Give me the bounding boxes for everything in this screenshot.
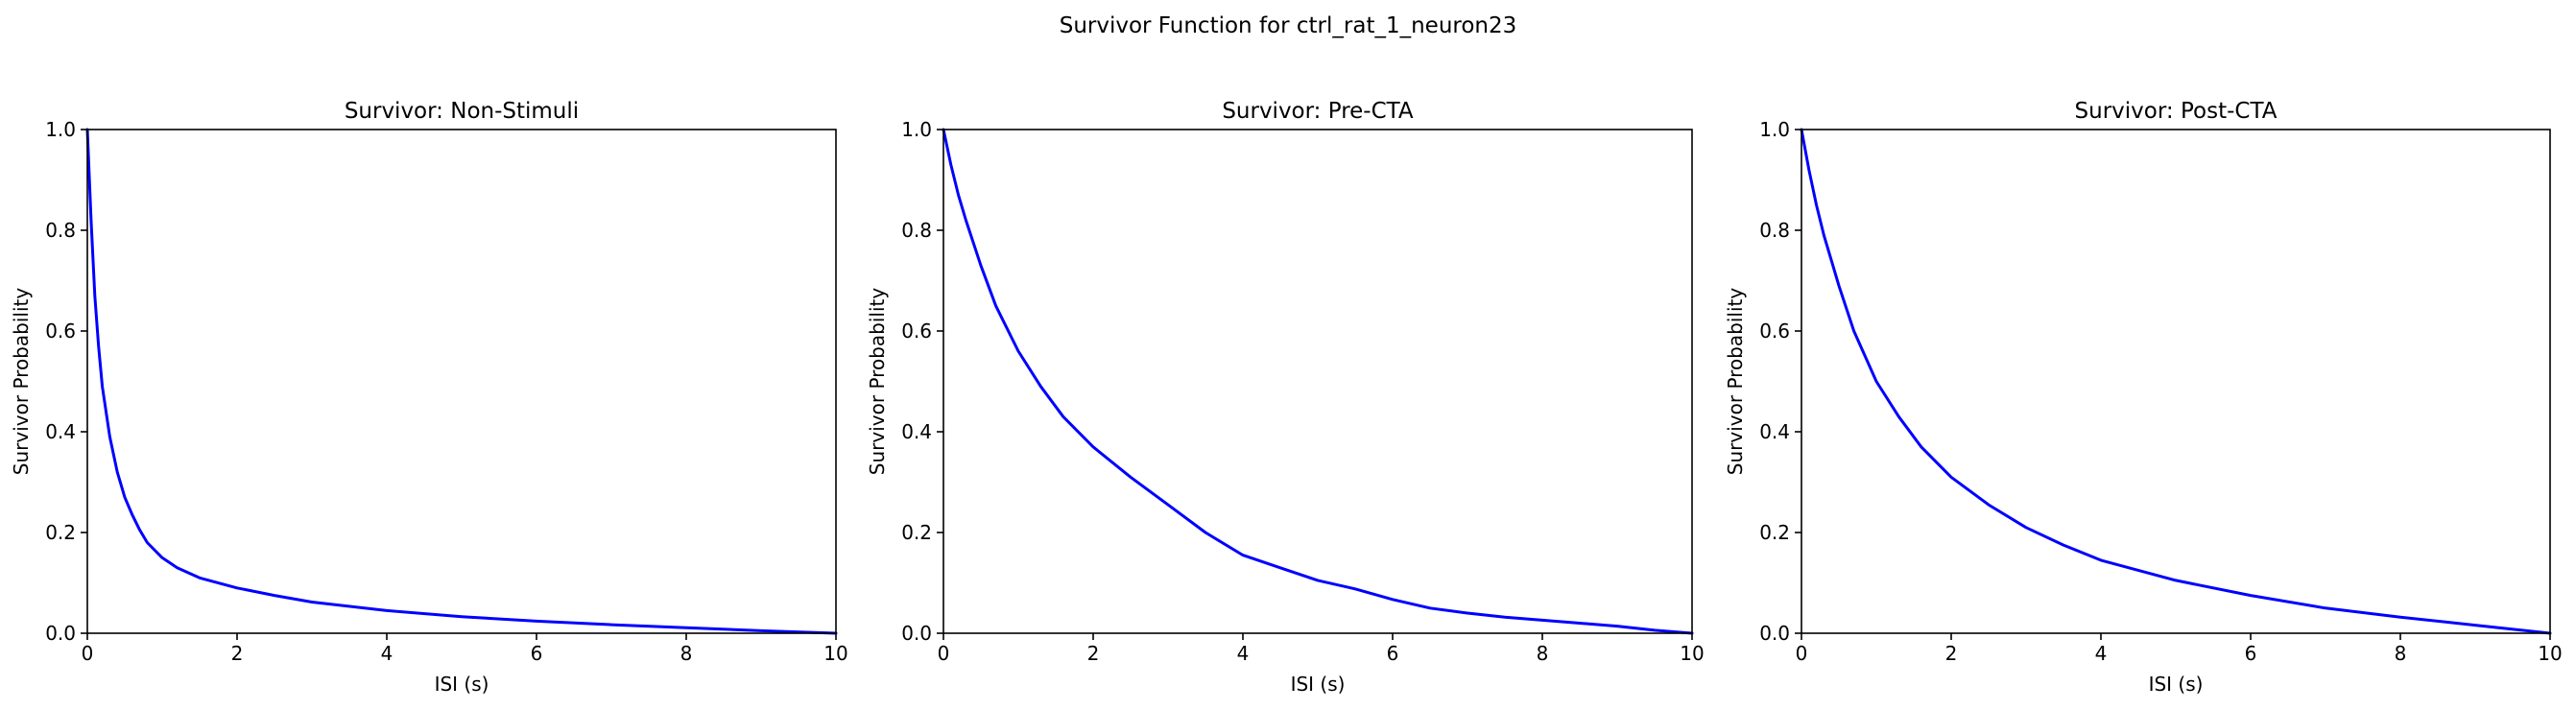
y-tick-label: 0.2 [45,521,76,544]
y-tick-label: 0.6 [45,320,76,343]
x-tick-label: 6 [531,642,543,665]
series-line-1 [85,128,838,635]
axes-frame [1801,129,2551,634]
x-tick-label: 6 [2245,642,2257,665]
x-axis-label: ISI (s) [2149,673,2204,696]
axes-frame [86,129,837,634]
y-tick-label: 0.0 [1759,622,1790,645]
subplot-title: Survivor: Pre-CTA [1222,99,1414,124]
y-axis-label: Survivor Probability [866,288,889,476]
x-tick-label: 0 [1796,642,1808,665]
series-line-1 [1800,128,2552,635]
subplot-1: 0 2 4 6 8 10 0.0 0.2 0.4 0.6 0.8 1.0 Survivor: Non-S… [10,99,848,696]
x-tick-label: 2 [1087,642,1100,665]
y-tick-label: 0.4 [901,420,932,443]
y-tick-label: 0.8 [1759,219,1790,242]
x-tick-label: 6 [1387,642,1399,665]
x-tick-label: 8 [1537,642,1549,665]
subplot-title: Survivor: Non-Stimuli [345,99,579,124]
x-tick-label: 4 [381,642,394,665]
y-axis-label: Survivor Probability [10,288,33,476]
y-tick-label: 0.4 [1759,420,1790,443]
y-tick-label: 1.0 [1759,118,1790,141]
x-tick-label: 4 [2095,642,2108,665]
x-axis-label: ISI (s) [1291,673,1346,696]
x-tick-label: 4 [1237,642,1250,665]
figure-suptitle: Survivor Function for ctrl_rat_1_neuron2… [1060,13,1517,38]
x-tick-label: 2 [1945,642,1958,665]
x-axis-label: ISI (s) [435,673,489,696]
x-tick-label: 0 [82,642,94,665]
x-tick-label: 8 [680,642,693,665]
y-tick-label: 0.2 [901,521,932,544]
y-tick-label: 0.2 [1759,521,1790,544]
series-line-1 [942,128,1694,635]
x-tick-label: 0 [938,642,950,665]
y-tick-label: 0.6 [1759,320,1790,343]
y-tick-label: 1.0 [901,118,932,141]
y-tick-label: 0.6 [901,320,932,343]
x-tick-label: 8 [2395,642,2407,665]
subplot-3: 0 2 4 6 8 10 0.0 0.2 0.4 0.6 0.8 1.0 Survivor: Post-… [1724,99,2563,696]
y-axis-label: Survivor Probability [1724,288,1747,476]
x-tick-label: 10 [823,642,847,665]
y-tick-label: 0.8 [901,219,932,242]
y-tick-label: 0.4 [45,420,76,443]
x-tick-label: 10 [2538,642,2562,665]
subplot-title: Survivor: Post-CTA [2075,99,2278,124]
x-tick-label: 10 [1680,642,1704,665]
axes-frame [942,129,1693,634]
y-tick-label: 0.8 [45,219,76,242]
subplot-2: 0 2 4 6 8 10 0.0 0.2 0.4 0.6 0.8 1.0 Survivor: Pre-C… [866,99,1705,696]
y-tick-label: 1.0 [45,118,76,141]
subplot-panels: 0 2 4 6 8 10 0.0 0.2 0.4 0.6 0.8 1.0 Survivor: Non-S… [10,99,2563,696]
y-tick-label: 0.0 [901,622,932,645]
y-tick-label: 0.0 [45,622,76,645]
x-tick-label: 2 [231,642,244,665]
